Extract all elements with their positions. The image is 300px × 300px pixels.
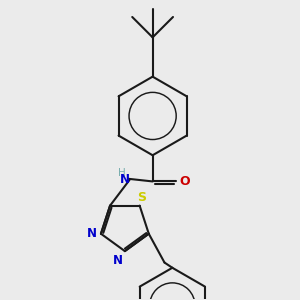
Text: N: N	[87, 227, 97, 240]
Text: S: S	[137, 190, 146, 203]
Text: N: N	[113, 254, 123, 267]
Text: N: N	[120, 173, 130, 186]
Text: H: H	[118, 168, 125, 178]
Text: O: O	[180, 175, 190, 188]
